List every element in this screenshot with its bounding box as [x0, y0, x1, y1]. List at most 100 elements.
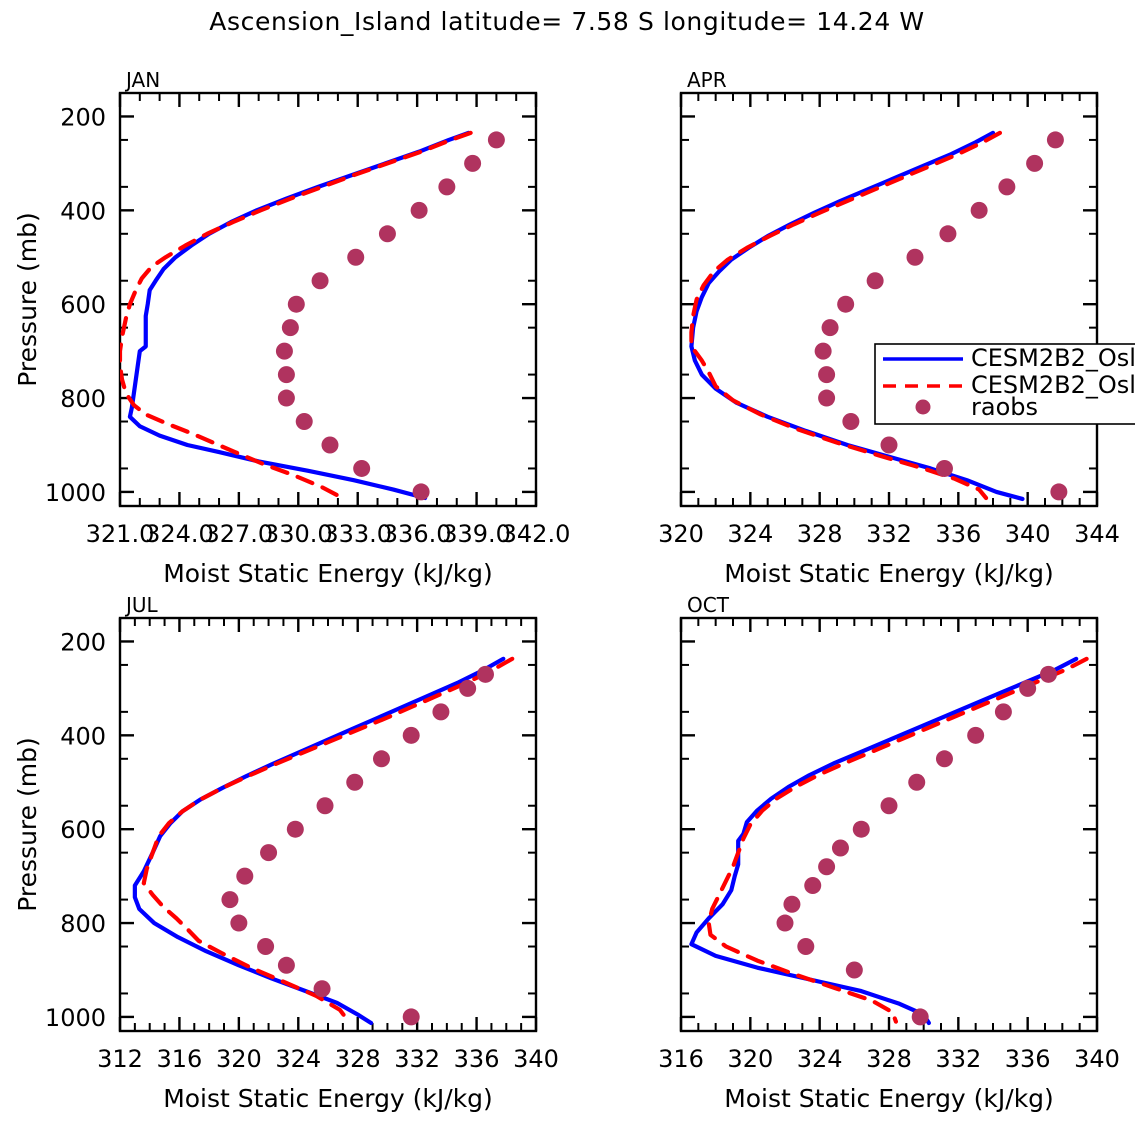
obs-marker — [783, 895, 801, 913]
x-tick-label: 339.0 — [442, 520, 511, 548]
figure-title: Ascension_Island latitude= 7.58 S longit… — [209, 7, 924, 36]
panel-label-jan: JAN — [124, 68, 160, 92]
x-tick-label: 332 — [866, 520, 912, 548]
obs-marker — [837, 295, 855, 313]
y-axis-title: Pressure (mb) — [13, 737, 42, 911]
x-tick-label: 328 — [866, 1045, 912, 1073]
model-line-solid — [689, 130, 1025, 502]
x-tick-label: 330.0 — [264, 520, 333, 548]
x-tick-label: 340 — [513, 1045, 559, 1073]
obs-marker — [994, 703, 1012, 721]
x-tick-label: 320 — [658, 520, 704, 548]
obs-marker — [911, 1008, 929, 1026]
obs-marker — [880, 797, 898, 815]
obs-marker — [275, 342, 293, 360]
obs-marker — [277, 956, 295, 974]
x-tick-label: 312 — [97, 1045, 143, 1073]
x-tick-label: 324.0 — [145, 520, 214, 548]
obs-marker — [818, 389, 836, 407]
obs-marker — [347, 248, 365, 266]
obs-marker — [412, 483, 430, 501]
y-tick-label: 400 — [60, 722, 106, 750]
obs-marker-group — [814, 131, 1068, 501]
obs-marker — [842, 413, 860, 431]
y-tick-label: 600 — [60, 291, 106, 319]
model-line-solid — [689, 656, 1079, 1026]
obs-marker — [321, 436, 339, 454]
legend-label: raobs — [971, 393, 1038, 421]
y-tick-label: 1000 — [45, 479, 106, 507]
legend: CESM2B2_Oslo_FCESM2B2_Oslo_Fraobs — [874, 343, 1135, 425]
obs-marker — [372, 750, 390, 768]
x-tick-label: 332 — [935, 1045, 981, 1073]
obs-marker — [880, 436, 898, 454]
obs-marker — [852, 820, 870, 838]
x-tick-label: 324 — [275, 1045, 321, 1073]
obs-marker — [260, 844, 278, 862]
series-group — [689, 656, 1089, 1026]
legend-label: CESM2B2_Oslo_F — [971, 344, 1135, 372]
obs-marker-group — [221, 665, 494, 1026]
obs-marker — [221, 891, 239, 909]
x-tick-label: 316 — [658, 1045, 704, 1073]
x-tick-label: 320 — [216, 1045, 262, 1073]
obs-marker — [935, 459, 953, 477]
x-axis-title: Moist Static Energy (kJ/kg) — [724, 559, 1054, 588]
obs-marker — [287, 295, 305, 313]
obs-marker — [346, 773, 364, 791]
obs-marker — [286, 820, 304, 838]
x-tick-label: 344 — [1074, 520, 1120, 548]
x-tick-label: 336 — [1005, 1045, 1051, 1073]
obs-marker — [257, 938, 275, 956]
x-tick-label: 316 — [157, 1045, 203, 1073]
obs-marker — [378, 225, 396, 243]
x-tick-label: 333.0 — [323, 520, 392, 548]
legend-label: CESM2B2_Oslo_F — [971, 371, 1135, 399]
obs-marker — [459, 679, 477, 697]
obs-marker — [967, 726, 985, 744]
obs-marker — [776, 914, 794, 932]
obs-marker — [845, 961, 863, 979]
panel-jul: JUL 312 316 320 324 328 332 336 340 200 400 600 800 1… — [13, 593, 559, 1113]
x-tick-label: 320 — [727, 1045, 773, 1073]
obs-marker — [1046, 131, 1064, 149]
obs-marker — [464, 154, 482, 172]
obs-marker — [818, 858, 836, 876]
x-tick-label: 336 — [454, 1045, 500, 1073]
model-line-dashed — [706, 656, 1089, 1024]
obs-marker — [277, 389, 295, 407]
panel-label-jul: JUL — [124, 593, 159, 617]
x-axis-title: Moist Static Energy (kJ/kg) — [724, 1084, 1054, 1113]
obs-marker — [1026, 154, 1044, 172]
obs-marker-group — [776, 665, 1057, 1026]
x-tick-label: 324 — [727, 520, 773, 548]
panel-label-apr: APR — [687, 68, 727, 92]
obs-marker — [831, 839, 849, 857]
obs-marker — [1019, 679, 1037, 697]
obs-marker — [432, 703, 450, 721]
x-tick-label: 321.0 — [86, 520, 155, 548]
model-line-dashed — [689, 130, 1003, 501]
series-group — [689, 130, 1068, 502]
x-tick-label: 324 — [797, 1045, 843, 1073]
obs-marker — [998, 178, 1016, 196]
y-axis-title: Pressure (mb) — [13, 212, 42, 386]
x-tick-label: 328 — [335, 1045, 381, 1073]
obs-marker — [908, 773, 926, 791]
obs-marker — [1039, 665, 1057, 683]
obs-marker — [797, 938, 815, 956]
x-tick-label: 340 — [1005, 520, 1051, 548]
obs-marker — [939, 225, 957, 243]
obs-marker — [313, 980, 331, 998]
model-line-dashed — [120, 130, 473, 499]
x-axis-title: Moist Static Energy (kJ/kg) — [163, 559, 493, 588]
obs-marker — [804, 877, 822, 895]
obs-marker — [230, 914, 248, 932]
panel-oct: OCT 316 320 324 328 332 336 340 Moist Static Ene… — [658, 593, 1120, 1113]
x-tick-label: 336.0 — [383, 520, 452, 548]
panel-label-oct: OCT — [687, 593, 730, 617]
obs-marker — [970, 201, 988, 219]
x-tick-label: 340 — [1074, 1045, 1120, 1073]
obs-marker — [866, 272, 884, 290]
